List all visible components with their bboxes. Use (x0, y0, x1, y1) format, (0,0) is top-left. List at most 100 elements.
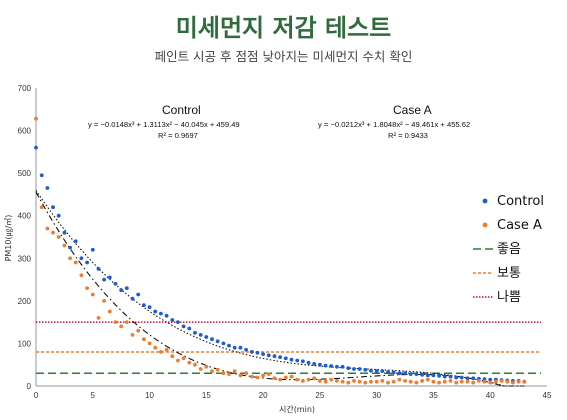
point-case-a (56, 235, 61, 239)
legend-label: Control (497, 194, 544, 209)
point-case-a (454, 380, 459, 385)
point-case-a (119, 324, 124, 329)
point-case-a (261, 373, 265, 378)
point-case-a (164, 347, 169, 352)
point-control (79, 256, 84, 261)
point-case-a (278, 377, 282, 382)
point-control (295, 358, 300, 363)
point-control (136, 292, 141, 297)
point-case-a (465, 379, 470, 384)
point-case-a (198, 367, 203, 371)
point-control (204, 335, 209, 339)
x-axis-label: 시간(min) (279, 404, 315, 414)
point-case-a (301, 379, 305, 383)
point-control (198, 333, 203, 337)
point-control (488, 377, 493, 382)
point-case-a (374, 379, 379, 384)
point-case-a (96, 316, 101, 320)
point-control (397, 371, 402, 376)
point-control (425, 373, 430, 378)
point-case-a (238, 373, 243, 378)
point-control (244, 347, 249, 352)
point-case-a (283, 375, 288, 380)
point-control (96, 267, 101, 271)
y-tick-label: 0 (27, 382, 32, 391)
point-case-a (130, 333, 135, 337)
point-case-a (505, 379, 510, 384)
point-control (142, 303, 146, 307)
point-case-a (335, 379, 339, 383)
point-control (312, 362, 317, 366)
point-control (221, 341, 226, 346)
y-tick-label: 700 (18, 84, 32, 93)
point-control (471, 376, 476, 381)
point-case-a (363, 380, 368, 385)
point-control (454, 375, 459, 380)
point-case-a (391, 379, 396, 384)
point-case-a (397, 377, 402, 382)
point-case-a (420, 379, 424, 383)
point-case-a (34, 116, 38, 121)
point-control (448, 374, 453, 379)
point-control (232, 345, 237, 350)
point-control (437, 373, 441, 378)
point-control (329, 364, 334, 368)
point-case-a (221, 371, 226, 376)
point-control (119, 288, 124, 293)
legend-item-case-a: Case A (482, 218, 542, 233)
point-case-a (39, 205, 44, 210)
point-case-a (329, 377, 334, 382)
point-control (181, 324, 186, 329)
point-case-a (386, 380, 390, 385)
point-case-a (227, 372, 231, 376)
point-case-a (249, 374, 254, 379)
point-control (113, 281, 118, 286)
point-control (352, 367, 356, 371)
point-case-a (414, 380, 419, 385)
point-case-a (482, 379, 487, 384)
x-tick-label: 25 (315, 391, 324, 400)
point-control (278, 355, 282, 359)
point-control (85, 260, 89, 265)
page-title: 미세먼지 저감 테스트 (175, 14, 392, 42)
point-case-a (244, 371, 249, 376)
point-control (420, 373, 424, 377)
y-axis-label: PM10(㎍/㎥) (4, 215, 14, 262)
point-case-a (425, 377, 430, 382)
point-control (318, 362, 322, 367)
point-control (357, 367, 362, 371)
point-control (408, 372, 413, 376)
trendline-control (35, 190, 525, 387)
point-control (289, 357, 294, 362)
point-control (170, 318, 175, 322)
point-case-a (437, 380, 441, 385)
point-case-a (90, 292, 95, 297)
point-control (340, 364, 345, 369)
x-tick-label: 0 (34, 391, 39, 400)
point-case-a (255, 375, 260, 380)
point-case-a (215, 367, 220, 372)
legend-label: Case A (497, 218, 542, 233)
point-control (255, 350, 260, 355)
legend-marker (482, 198, 488, 204)
point-control (431, 373, 436, 378)
point-case-a (306, 377, 311, 382)
point-case-a (403, 379, 407, 383)
point-control (414, 372, 419, 376)
point-control (147, 305, 152, 310)
point-control (306, 360, 311, 365)
point-case-a (136, 328, 141, 333)
point-case-a (210, 369, 214, 373)
legend-label: 좋음 (497, 242, 521, 257)
point-control (283, 356, 288, 361)
legend-item-좋음: 좋음 (473, 242, 521, 257)
point-control (261, 352, 265, 356)
point-case-a (107, 309, 112, 314)
point-control (73, 239, 78, 244)
point-case-a (79, 273, 84, 278)
point-case-a (346, 380, 351, 385)
point-control (238, 345, 243, 350)
point-case-a (488, 380, 493, 385)
x-tick-label: 15 (202, 391, 211, 400)
point-case-a (369, 379, 373, 384)
